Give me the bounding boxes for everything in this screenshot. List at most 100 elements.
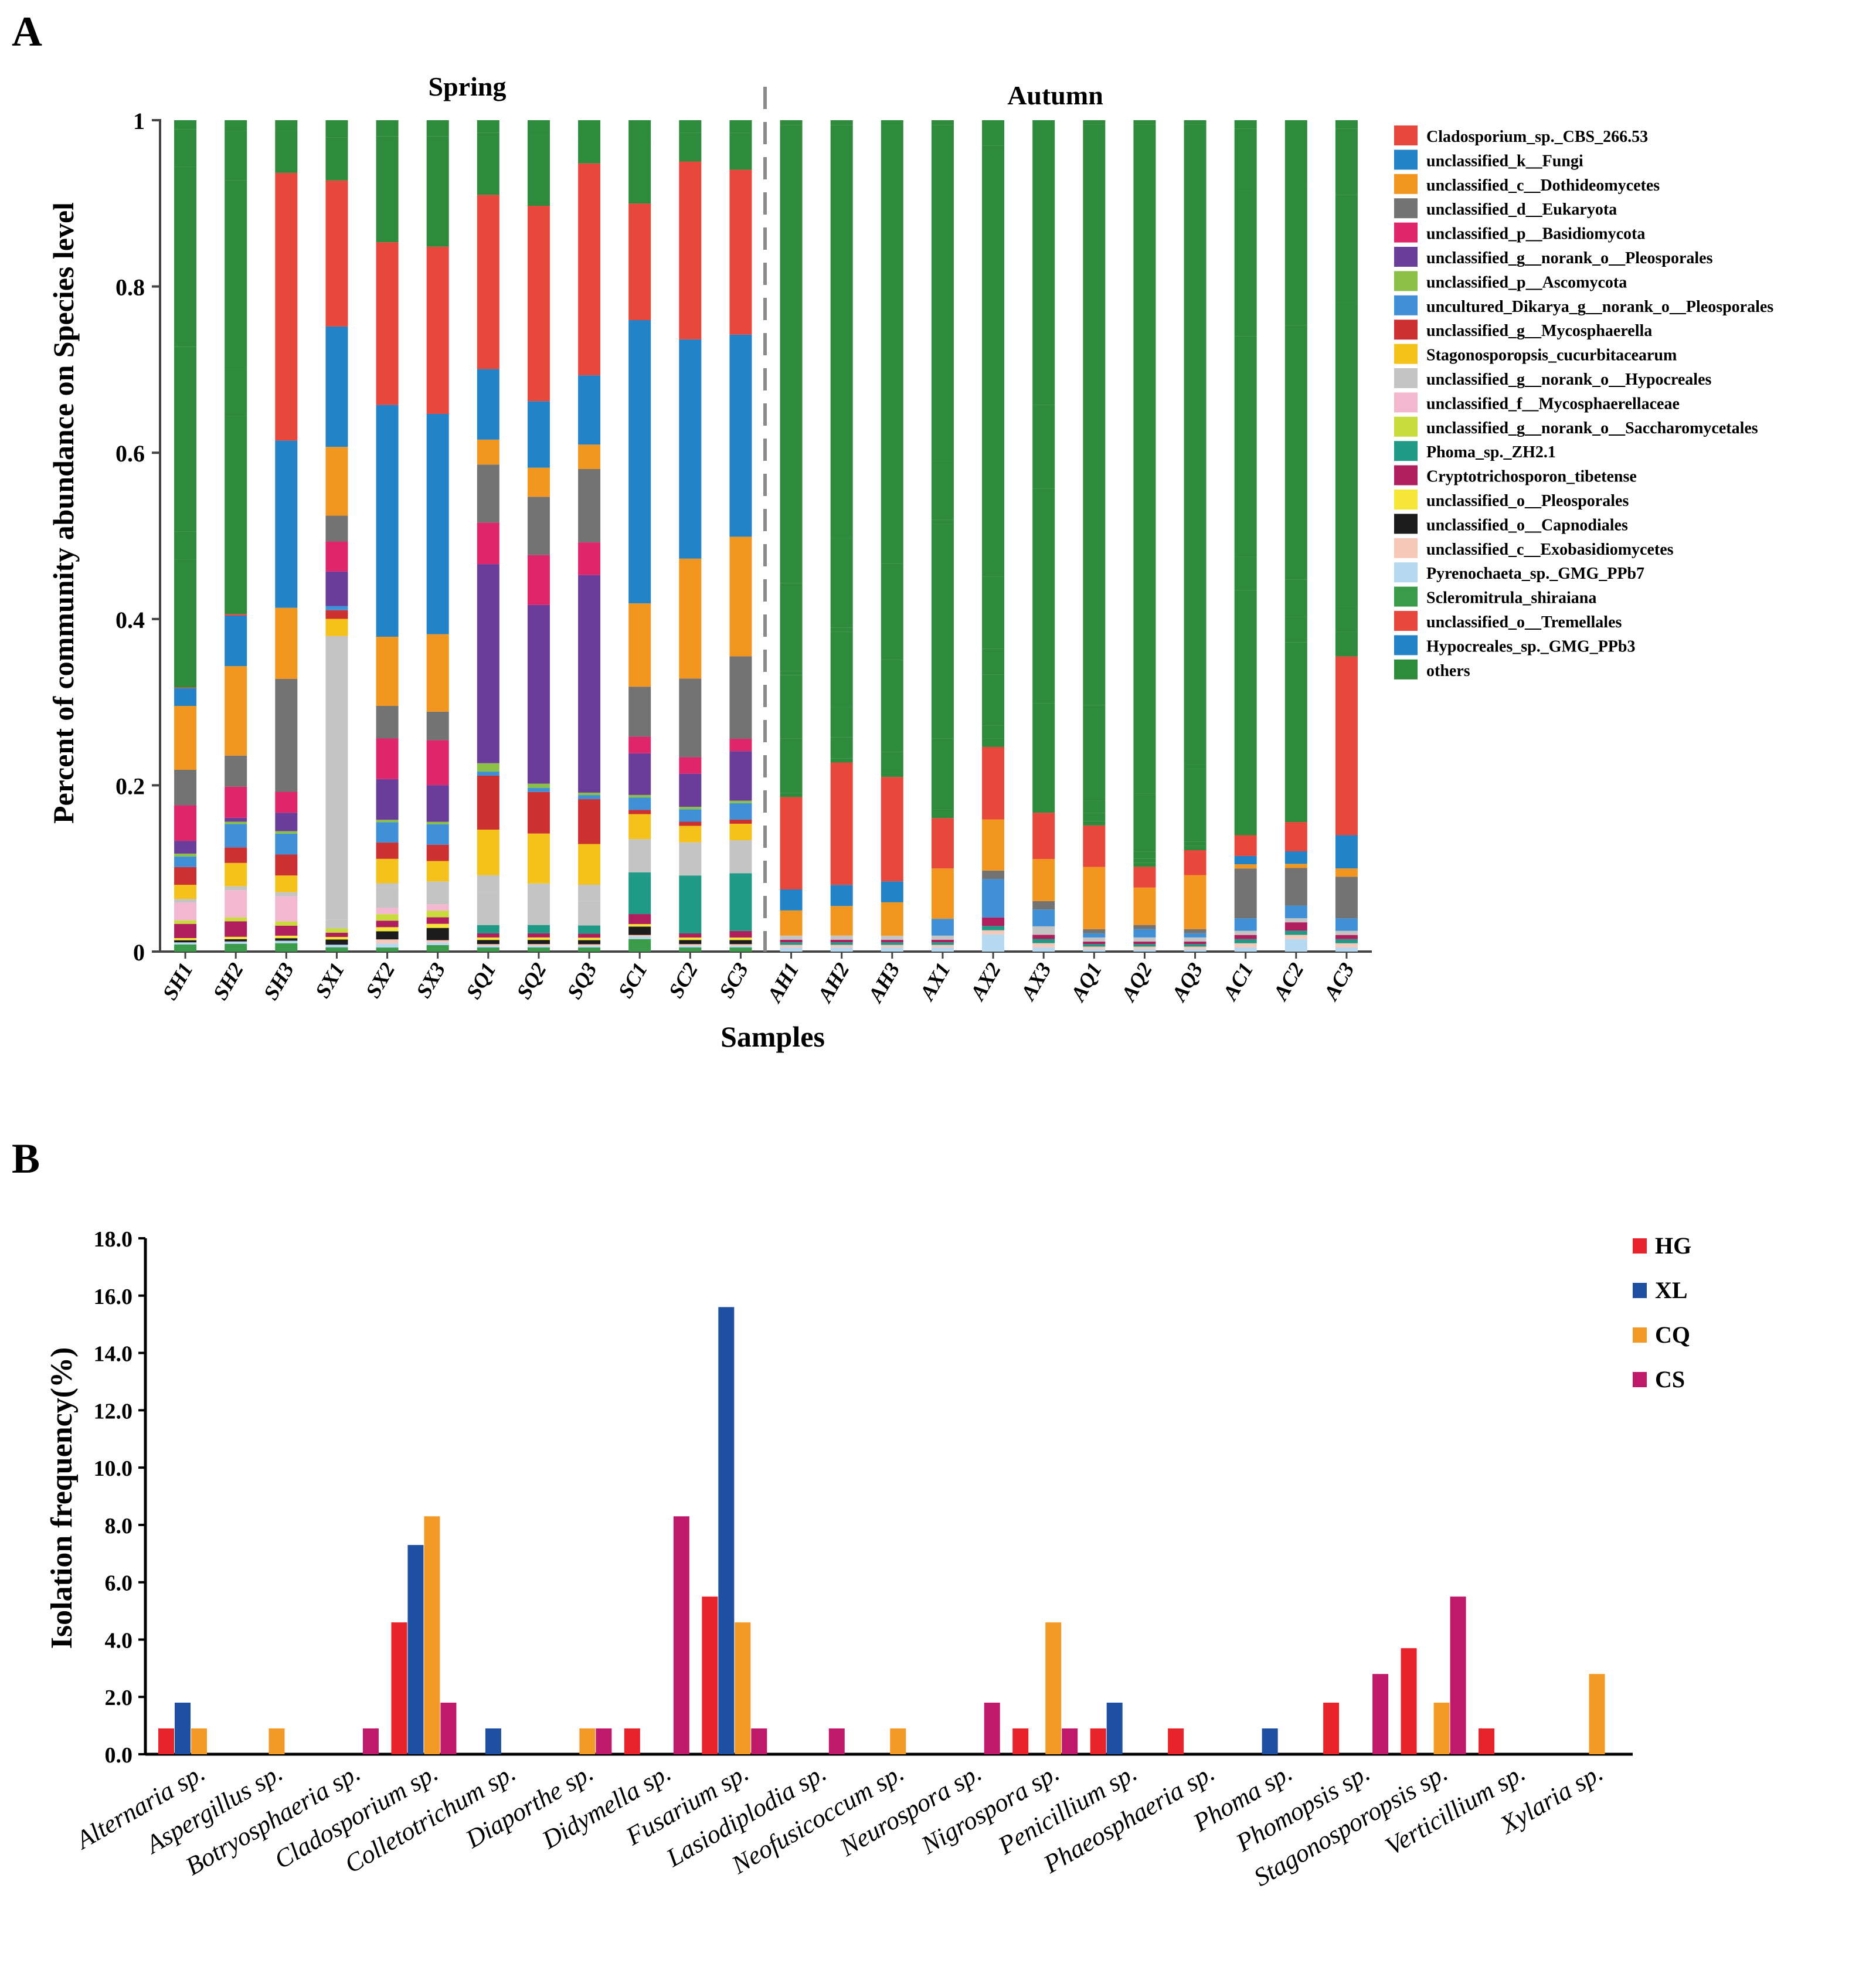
panel-b-bar-hg <box>1168 1728 1184 1754</box>
panel-a-bar-segment <box>1133 944 1156 947</box>
panel-a-bar-segment <box>275 925 298 936</box>
panel-a-legend-swatch <box>1394 247 1418 267</box>
panel-a-bar-segment <box>1133 929 1156 938</box>
panel-a-bar-segment <box>376 637 399 706</box>
panel-a-bar-segment <box>679 947 702 952</box>
panel-a-bar-segment <box>225 936 247 939</box>
panel-a-legend-label: Phoma_sp._ZH2.1 <box>1426 443 1556 461</box>
panel-a-bar-segment <box>881 902 903 936</box>
panel-a-bar-segment <box>477 195 499 369</box>
panel-a-bar-segment <box>982 926 1005 930</box>
panel-a-bar-segment <box>628 794 651 798</box>
panel-a-bar-segment <box>1133 949 1156 952</box>
panel-a-bar-segment <box>1184 769 1207 835</box>
panel-a-bar-segment <box>1184 124 1207 765</box>
panel-a-bar-segment <box>1133 937 1156 942</box>
panel-a-bar-segment <box>1032 127 1055 405</box>
panel-a-bar-segment <box>628 753 651 795</box>
panel-a-bar-segment <box>1083 813 1106 821</box>
panel-a-legend-swatch <box>1394 562 1418 583</box>
panel-b-y-tick-label: 14.0 <box>94 1342 133 1367</box>
panel-a-bar-segment <box>376 887 399 908</box>
panel-a-bar-segment <box>1234 191 1257 337</box>
panel-a-bar-segment <box>275 120 298 131</box>
panel-a-bar-segment <box>1083 942 1106 945</box>
panel-a-bar-segment <box>225 615 247 667</box>
panel-a-legend-swatch <box>1394 635 1418 655</box>
panel-a-bar-segment <box>225 755 247 787</box>
panel-a-bar-segment <box>376 921 399 928</box>
panel-a-bar-segment <box>1284 120 1307 137</box>
panel-a-bar-segment <box>931 809 954 818</box>
panel-a-bar-segment <box>931 519 954 524</box>
panel-a-legend-swatch <box>1394 611 1418 631</box>
panel-a-bar-segment <box>1234 627 1257 835</box>
panel-a-bar-segment <box>376 931 399 940</box>
panel-a-bar-segment <box>174 942 197 945</box>
panel-a-legend-label: unclassified_o__Pleosporales <box>1426 492 1629 510</box>
panel-a-bar-segment <box>931 942 954 945</box>
panel-a-bar-segment <box>578 947 601 952</box>
panel-a-bar-segment <box>275 943 298 952</box>
panel-a-bar-segment <box>881 722 903 752</box>
panel-a-bar-segment <box>477 933 499 938</box>
panel-b-bar-cs <box>1450 1597 1466 1754</box>
panel-a-bar-segment <box>477 771 499 776</box>
panel-a-bar-segment <box>1335 947 1358 952</box>
panel-b-bar-xl <box>485 1728 501 1754</box>
panel-a-bar-segment <box>477 439 499 465</box>
panel-b-legend-swatch <box>1633 1372 1647 1387</box>
panel-a-bar-segment <box>1133 124 1156 790</box>
panel-a-bar-segment <box>729 120 752 133</box>
season-label-autumn: Autumn <box>1007 80 1103 110</box>
panel-a-bar-segment <box>1234 120 1257 129</box>
panel-a-bar-segment <box>376 136 399 243</box>
panel-a-bar-segment <box>1335 835 1358 869</box>
panel-b-y-axis-title: Isolation frequency(%) <box>45 1347 79 1649</box>
panel-a-legend-label: unclassified_g__norank_o__Hypocreales <box>1426 371 1712 389</box>
panel-a-bar-segment <box>1335 935 1358 939</box>
panel-a-bar-segment <box>830 627 853 632</box>
panel-a-bar-segment <box>1032 943 1055 947</box>
panel-b-bar-cq <box>191 1728 207 1754</box>
panel-a-bar-segment <box>1335 877 1358 919</box>
panel-a-bar-segment <box>1083 705 1106 722</box>
panel-a-bar-segment <box>780 671 803 675</box>
panel-a-bar-segment <box>477 763 499 772</box>
panel-a-bar-segment <box>830 947 853 952</box>
panel-a-bar-segment <box>578 444 601 470</box>
panel-a-bar-segment <box>578 138 601 164</box>
panel-a-bar-segment <box>275 921 298 926</box>
panel-a-bar-segment <box>679 120 702 133</box>
panel-a-bar-segment <box>729 947 752 952</box>
panel-b-bar-hg <box>1479 1728 1495 1754</box>
panel-a-bar-segment <box>780 947 803 952</box>
panel-b-y-tick-label: 0.0 <box>105 1743 133 1768</box>
panel-a-bar-segment <box>527 120 550 135</box>
panel-a-bar-segment <box>1335 195 1358 303</box>
panel-a-bar-segment <box>1335 918 1358 931</box>
panel-a-bar-segment <box>1133 858 1156 863</box>
season-label-spring: Spring <box>429 72 507 101</box>
panel-a-bar-segment <box>982 725 1005 739</box>
panel-a-bar-segment <box>780 939 803 943</box>
panel-a-bar-segment <box>225 817 247 822</box>
panel-a-bar-segment <box>1184 933 1207 938</box>
panel-a-bar-segment <box>1184 929 1207 933</box>
panel-a-bar-segment <box>376 120 399 137</box>
panel-a-bar-segment <box>174 841 197 854</box>
panel-a-bar-segment <box>275 892 298 896</box>
panel-a-bar-segment <box>1133 120 1156 125</box>
panel-a-bar-segment <box>830 539 853 628</box>
panel-b-bar-xl <box>718 1307 735 1754</box>
panel-a-bar-segment <box>1184 949 1207 952</box>
panel-a-bar-segment <box>830 737 853 759</box>
panel-a-bar-segment <box>1284 905 1307 918</box>
panel-a-bar-segment <box>527 206 550 402</box>
panel-a-bar-segment <box>628 939 651 952</box>
panel-a-bar-segment <box>1133 862 1156 867</box>
panel-a-bar-segment <box>1133 867 1156 888</box>
panel-a-legend-swatch <box>1394 271 1418 291</box>
panel-a-bar-segment <box>225 939 247 942</box>
panel-a-bar-segment <box>679 678 702 758</box>
